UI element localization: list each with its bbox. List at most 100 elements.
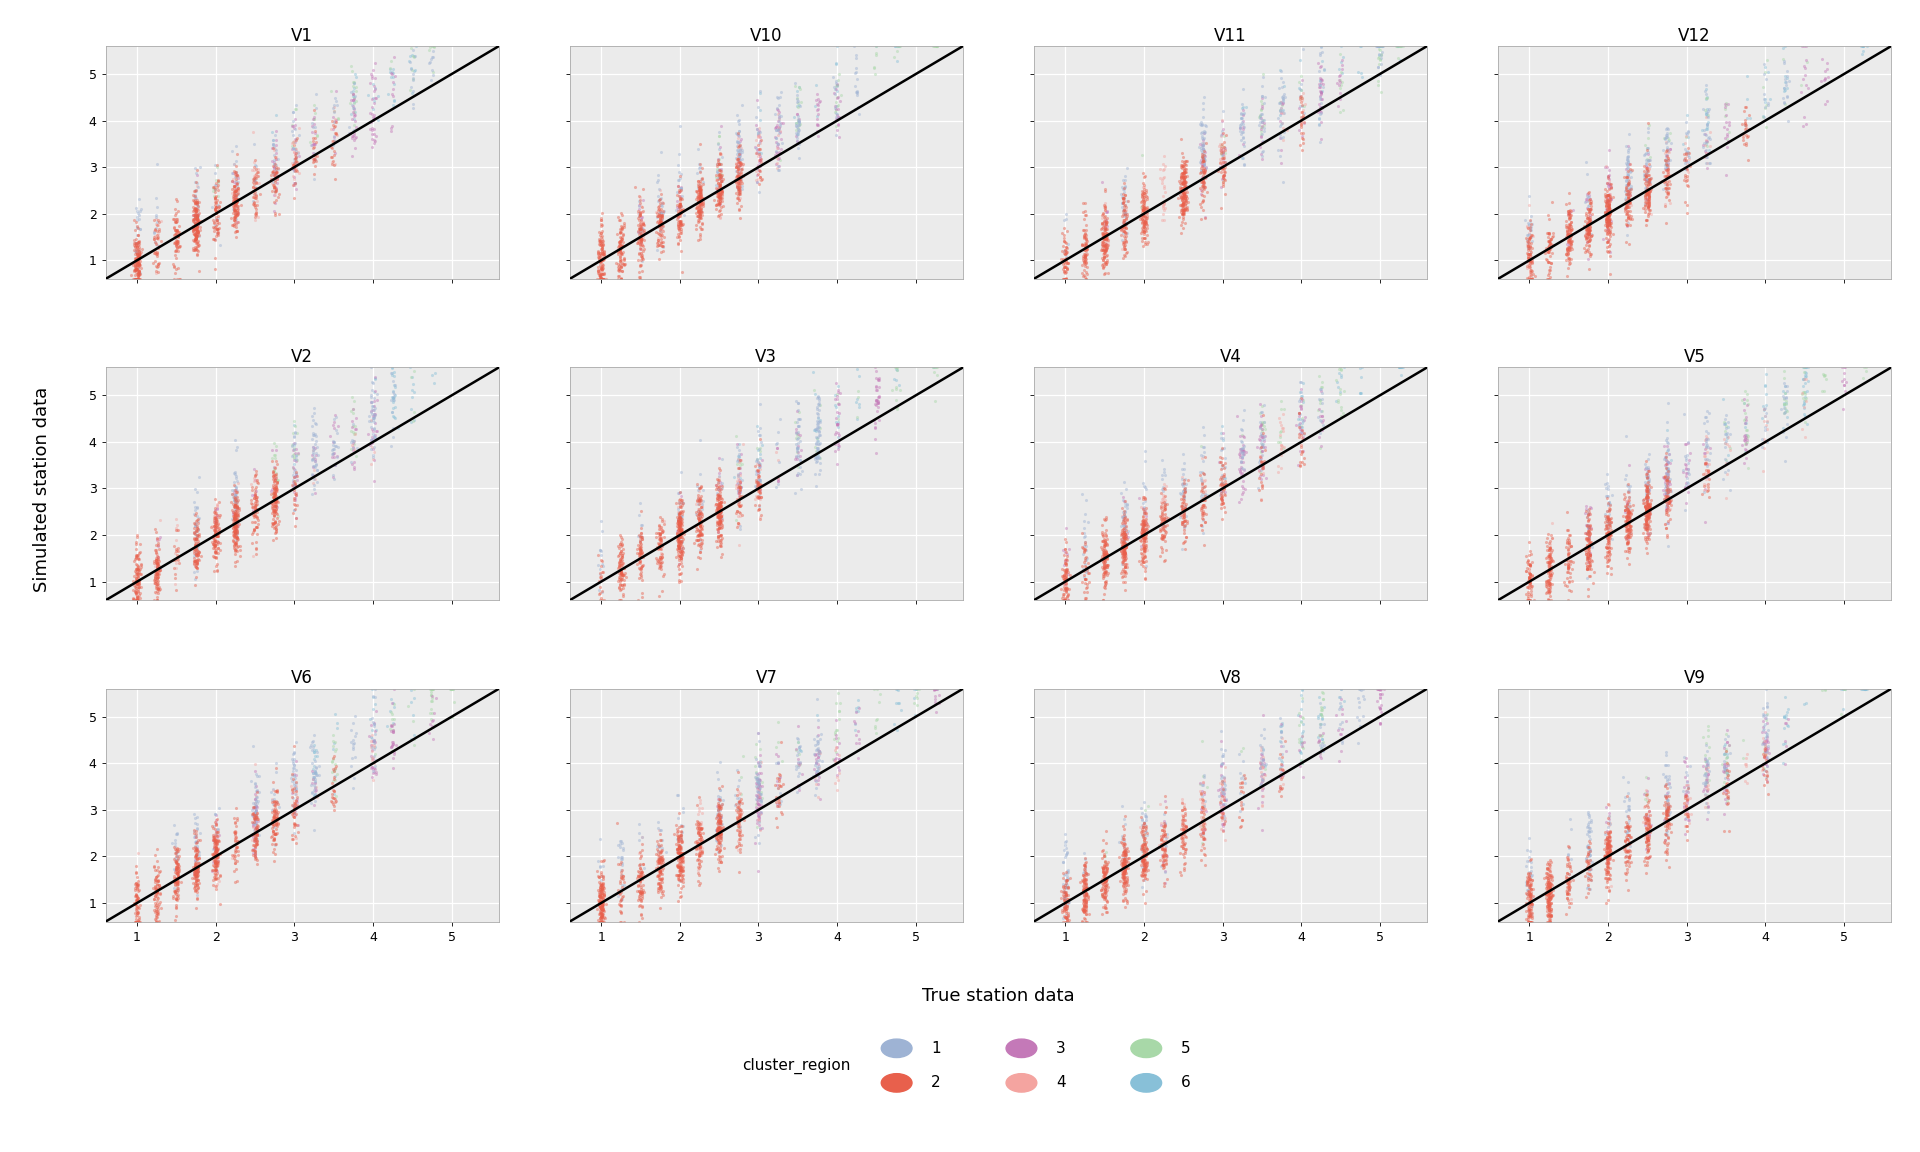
Point: [1284, 715, 1315, 734]
Point: [1592, 551, 1622, 569]
Point: [628, 219, 659, 237]
Point: [1511, 559, 1542, 577]
Point: [1571, 537, 1601, 555]
Point: [198, 827, 228, 846]
Point: [1534, 863, 1565, 881]
Point: [336, 422, 367, 440]
Point: [1208, 137, 1238, 156]
Point: [1690, 789, 1720, 808]
Point: [626, 250, 657, 268]
Point: [707, 172, 737, 190]
Point: [1690, 142, 1720, 160]
Point: [664, 225, 695, 243]
Point: [217, 172, 248, 190]
Point: [1304, 101, 1334, 120]
Point: [1690, 455, 1720, 473]
Point: [1634, 811, 1665, 829]
Point: [664, 858, 695, 877]
Point: [664, 836, 695, 855]
Point: [1534, 873, 1565, 892]
Point: [223, 190, 253, 209]
Point: [202, 532, 232, 551]
Point: [643, 206, 674, 225]
Point: [1244, 106, 1275, 124]
Point: [202, 199, 232, 218]
Point: [1690, 447, 1720, 465]
Point: [1632, 521, 1663, 539]
Point: [1229, 156, 1260, 174]
Point: [586, 879, 616, 897]
Point: [685, 183, 716, 202]
Point: [705, 478, 735, 497]
Point: [682, 491, 712, 509]
Point: [1517, 232, 1548, 250]
Point: [319, 733, 349, 751]
Point: [703, 487, 733, 506]
Point: [684, 185, 714, 204]
Point: [1670, 478, 1701, 497]
Point: [1309, 61, 1340, 79]
Point: [238, 192, 269, 211]
Point: [202, 214, 232, 233]
Point: [200, 532, 230, 551]
Point: [1532, 578, 1563, 597]
Point: [200, 842, 230, 861]
Point: [1555, 200, 1586, 219]
Point: [1210, 161, 1240, 180]
Point: [1611, 816, 1642, 834]
Point: [123, 571, 154, 590]
Point: [803, 766, 833, 785]
Point: [196, 517, 227, 536]
Point: [1244, 753, 1275, 772]
Point: [687, 505, 718, 523]
Point: [685, 814, 716, 833]
Point: [722, 149, 753, 167]
Point: [879, 48, 910, 67]
Point: [1515, 545, 1546, 563]
Point: [705, 834, 735, 852]
Point: [200, 835, 230, 854]
Point: [705, 181, 735, 199]
Point: [1576, 871, 1607, 889]
Point: [764, 157, 795, 175]
Point: [649, 202, 680, 220]
Point: [217, 217, 248, 235]
Point: [1768, 362, 1799, 380]
Point: [1127, 545, 1158, 563]
Point: [1380, 37, 1411, 55]
Point: [664, 854, 695, 872]
Point: [1534, 855, 1565, 873]
Point: [202, 839, 232, 857]
Point: [1672, 168, 1703, 187]
Point: [1091, 524, 1121, 543]
Point: [259, 152, 290, 170]
Point: [1169, 511, 1200, 530]
Point: [664, 865, 695, 884]
Point: [883, 681, 914, 699]
Point: [684, 824, 714, 842]
Point: [1572, 805, 1603, 824]
Point: [1210, 502, 1240, 521]
Point: [1089, 196, 1119, 214]
Point: [722, 797, 753, 816]
Point: [240, 790, 271, 809]
Point: [1513, 251, 1544, 270]
Point: [257, 814, 288, 833]
Point: [1108, 505, 1139, 523]
Point: [1630, 813, 1661, 832]
Point: [724, 182, 755, 200]
Point: [396, 388, 426, 407]
Point: [1613, 842, 1644, 861]
Point: [282, 816, 313, 834]
Point: [1690, 736, 1720, 755]
Point: [1594, 508, 1624, 526]
Point: [1730, 116, 1761, 135]
Point: [144, 884, 175, 902]
Point: [200, 841, 230, 859]
Point: [1091, 872, 1121, 890]
Point: [300, 150, 330, 168]
Point: [1187, 836, 1217, 855]
Point: [1108, 563, 1139, 582]
Point: [1208, 744, 1238, 763]
Point: [1530, 532, 1561, 551]
